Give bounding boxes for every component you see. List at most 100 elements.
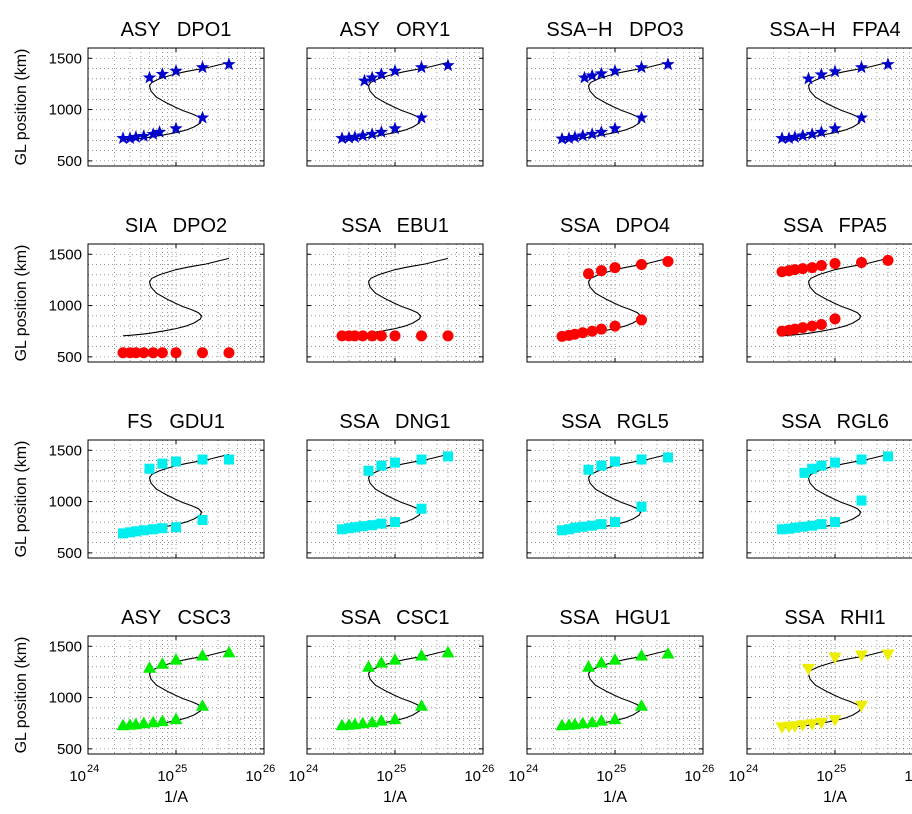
data-point (169, 653, 183, 665)
data-point (157, 523, 168, 534)
data-point (365, 127, 379, 140)
data-points (116, 57, 236, 144)
data-points (555, 646, 675, 731)
tick-marks (87, 636, 265, 754)
data-point (195, 699, 209, 711)
data-points (336, 330, 454, 342)
x-tick-label: 10 (376, 768, 393, 785)
data-point (585, 68, 599, 82)
tick-marks (306, 636, 484, 754)
data-points (775, 57, 895, 144)
data-point (815, 260, 827, 272)
data-point (169, 64, 183, 77)
data-point (196, 347, 208, 359)
data-points (557, 452, 673, 536)
data-point (414, 60, 429, 74)
x-tick-exponent: 24 (306, 763, 318, 775)
tick-marks (306, 440, 484, 558)
data-point (882, 254, 894, 266)
data-point (195, 60, 210, 74)
data-point (441, 58, 455, 72)
data-point (577, 327, 589, 339)
data-point (388, 121, 402, 135)
data-point (636, 454, 647, 465)
data-points (117, 347, 235, 359)
panel-4: SSA−H FPA4 (746, 19, 912, 167)
x-tick-label: 10 (69, 768, 86, 785)
data-points (556, 255, 674, 342)
data-point (374, 125, 389, 138)
x-tick-exponent: 24 (87, 763, 99, 775)
data-point (563, 524, 574, 535)
y-tick-label: 500 (57, 545, 82, 562)
data-point (661, 646, 675, 659)
data-point (577, 521, 588, 532)
data-point (337, 524, 348, 535)
x-tick-exponent: 24 (746, 763, 758, 775)
data-point (155, 67, 170, 80)
tick-marks (87, 48, 265, 166)
data-point (608, 64, 622, 77)
data-point (376, 518, 387, 529)
data-point (155, 714, 169, 727)
panel-title: SSA DNG1 (339, 411, 450, 433)
data-point (169, 712, 183, 725)
y-tick-label: 1500 (49, 246, 82, 263)
y-tick-label: 500 (57, 153, 82, 170)
data-point (594, 656, 608, 668)
data-point (137, 129, 151, 142)
data-point (662, 452, 673, 463)
data-point (197, 454, 208, 465)
data-point (829, 313, 841, 325)
x-tick-label: 10 (904, 768, 912, 785)
data-point (634, 699, 648, 711)
data-point (799, 467, 810, 478)
data-point (797, 263, 809, 275)
data-points (118, 454, 234, 539)
data-point (130, 526, 141, 537)
data-point (796, 128, 810, 142)
data-point (814, 717, 828, 730)
data-points (777, 451, 893, 535)
data-point (777, 524, 788, 535)
data-point (138, 525, 149, 536)
data-point (389, 330, 401, 342)
data-points (116, 645, 236, 731)
data-point (357, 521, 368, 532)
data-point (349, 522, 360, 533)
data-point (348, 130, 362, 143)
panel-1: ASY DPO1 500 1000 1500 GL position (km) (13, 19, 265, 170)
panel-title: SIA DPO2 (125, 215, 227, 237)
data-point (830, 457, 840, 468)
data-point (137, 716, 151, 729)
data-point (568, 130, 582, 143)
data-point (222, 57, 236, 71)
data-point (608, 653, 622, 665)
data-point (143, 661, 157, 673)
data-point (802, 663, 816, 676)
data-point (146, 715, 160, 728)
tick-marks (526, 636, 704, 754)
data-point (585, 127, 599, 140)
data-point (806, 262, 818, 274)
data-point (376, 460, 387, 471)
x-axis-label: 1/A (164, 789, 188, 806)
x-tick-exponent: 25 (614, 763, 626, 775)
data-point (608, 712, 622, 725)
data-point (171, 456, 181, 467)
data-points (335, 645, 455, 731)
data-point (881, 57, 895, 71)
data-point (388, 712, 402, 725)
tick-marks (526, 244, 704, 362)
data-point (390, 517, 400, 528)
data-point (828, 652, 842, 665)
data-point (156, 347, 168, 359)
data-point (881, 649, 895, 661)
data-point (223, 454, 234, 465)
data-point (195, 110, 210, 124)
data-point (343, 523, 354, 534)
data-point (856, 495, 867, 506)
data-point (375, 330, 387, 342)
panel-title: SSA RGL5 (561, 411, 669, 433)
